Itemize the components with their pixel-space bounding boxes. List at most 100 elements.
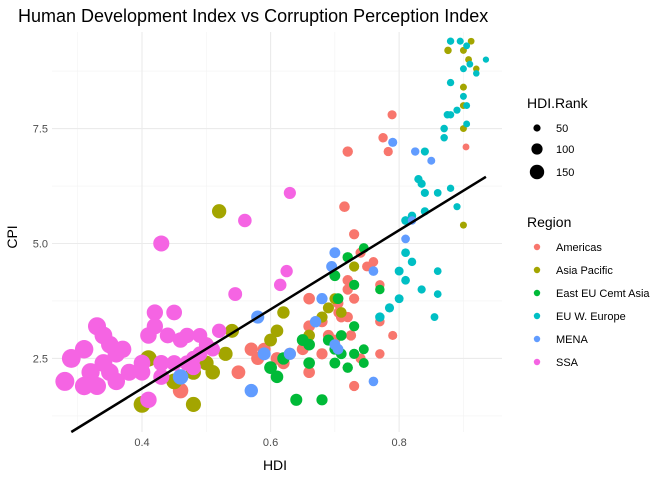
data-point: [467, 37, 475, 45]
data-point: [433, 189, 442, 197]
data-point: [446, 37, 455, 45]
size-legend-title: HDI.Rank: [527, 95, 589, 111]
data-point: [440, 133, 448, 142]
data-point: [463, 102, 471, 110]
data-point: [322, 302, 334, 314]
x-tick-label: 0.4: [134, 437, 149, 449]
data-point: [87, 377, 107, 396]
data-point: [463, 42, 471, 50]
data-point: [345, 330, 357, 341]
data-point: [433, 267, 442, 275]
data-point: [417, 285, 426, 294]
data-point: [74, 376, 94, 396]
x-axis-title: HDI: [263, 457, 287, 473]
data-point: [368, 376, 379, 387]
data-point: [257, 347, 271, 361]
data-point: [283, 347, 296, 360]
data-point: [303, 292, 315, 305]
data-point: [342, 362, 353, 373]
data-point: [349, 261, 360, 272]
data-point: [466, 60, 474, 68]
data-point: [349, 380, 360, 392]
data-point: [378, 133, 388, 143]
data-point: [401, 234, 410, 244]
data-point: [211, 204, 227, 219]
x-axis-ticks: 0.4 0.6 0.8: [134, 437, 406, 449]
size-legend: HDI.Rank 50 100 150: [527, 95, 589, 180]
data-point: [349, 279, 360, 290]
data-point: [159, 327, 176, 344]
size-legend-key: [531, 143, 543, 155]
data-point: [401, 216, 410, 225]
data-point: [446, 78, 455, 87]
x-tick-label: 0.6: [263, 437, 278, 449]
data-point: [462, 143, 470, 151]
data-point: [185, 396, 201, 412]
color-legend-label: Americas: [556, 242, 602, 254]
data-point: [349, 229, 360, 240]
data-point: [61, 349, 81, 368]
y-axis-ticks: 2.5 5.0 7.5: [33, 124, 48, 366]
size-legend-label: 100: [556, 144, 574, 156]
data-point: [375, 312, 385, 322]
data-point: [459, 65, 467, 73]
data-point: [270, 324, 284, 338]
data-point: [394, 294, 404, 304]
data-point: [444, 46, 452, 55]
data-point: [335, 330, 347, 341]
data-point: [417, 179, 426, 188]
data-point: [446, 184, 455, 193]
data-point: [81, 363, 100, 382]
color-legend: Region Americas Asia Pacific East EU Cemt …: [527, 214, 650, 369]
color-legend-key: [533, 289, 541, 297]
data-point: [453, 203, 461, 211]
data-point: [349, 321, 360, 332]
data-point: [427, 156, 436, 165]
data-point: [55, 371, 75, 391]
data-point: [430, 313, 439, 321]
data-point: [420, 147, 429, 156]
y-tick-label: 7.5: [33, 124, 48, 136]
x-tick-label: 0.8: [391, 437, 406, 449]
data-point: [296, 334, 309, 346]
data-point: [244, 383, 258, 398]
data-point: [339, 201, 350, 213]
data-point: [192, 327, 208, 343]
data-point: [329, 247, 341, 259]
data-point: [244, 342, 258, 356]
y-tick-label: 5.0: [33, 238, 48, 250]
data-point: [375, 349, 385, 359]
data-point: [453, 106, 461, 114]
data-point: [443, 111, 452, 119]
color-legend-key: [533, 243, 541, 251]
size-legend-label: 150: [556, 167, 574, 179]
data-point: [332, 343, 344, 355]
data-point: [349, 348, 360, 359]
data-point: [463, 120, 471, 128]
size-legend-key: [529, 164, 545, 180]
data-point: [329, 270, 341, 282]
data-point: [388, 137, 398, 147]
data-point: [172, 332, 189, 348]
trend-line: [70, 175, 487, 434]
data-point: [401, 275, 410, 285]
data-point: [172, 369, 189, 385]
data-point: [358, 358, 369, 369]
data-point: [290, 393, 303, 406]
color-legend-label: SSA: [556, 357, 579, 369]
data-point: [264, 333, 277, 347]
data-point: [280, 264, 293, 278]
data-point: [375, 284, 385, 295]
data-point: [205, 364, 220, 380]
data-point: [94, 326, 113, 345]
data-point: [459, 221, 467, 229]
color-legend-key: [533, 358, 541, 366]
data-point: [387, 110, 397, 120]
data-point: [349, 293, 360, 304]
data-point: [74, 340, 94, 359]
data-point: [394, 266, 404, 276]
data-point: [211, 323, 227, 339]
data-point: [146, 318, 164, 335]
data-point: [120, 363, 138, 381]
